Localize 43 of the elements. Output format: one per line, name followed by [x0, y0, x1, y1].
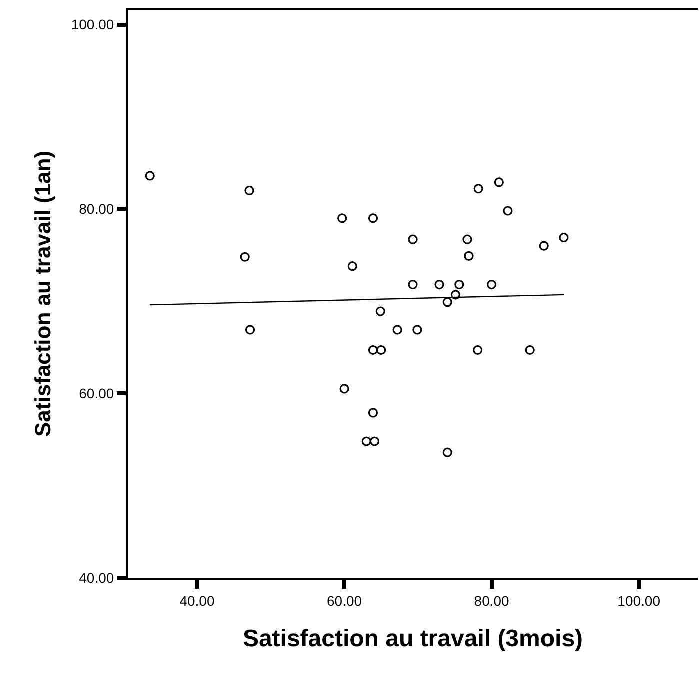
point — [454, 280, 464, 290]
point — [487, 280, 497, 290]
point — [240, 252, 250, 262]
point — [340, 384, 350, 394]
point — [408, 280, 418, 290]
point — [525, 345, 535, 356]
point — [559, 232, 569, 243]
point — [368, 345, 378, 356]
point — [376, 345, 386, 356]
y-tick-label: 60.00 — [79, 385, 114, 402]
point — [464, 251, 474, 261]
point — [474, 184, 484, 194]
point — [145, 171, 155, 181]
point — [338, 214, 348, 224]
point — [244, 186, 254, 196]
point — [434, 280, 444, 290]
x-tick-label: 100.00 — [618, 592, 661, 609]
y-axis-title: Satisfaction au travail (1an) — [30, 150, 56, 438]
point — [539, 241, 549, 251]
x-tick-label: 80.00 — [474, 592, 510, 609]
point — [392, 325, 402, 335]
x-axis-title: Satisfaction au travail (3mois) — [242, 626, 584, 653]
point — [462, 234, 472, 244]
point — [370, 436, 380, 446]
point — [245, 325, 256, 335]
point — [368, 408, 378, 418]
point — [348, 262, 358, 272]
y-tick-label: 40.00 — [79, 570, 114, 586]
point — [362, 436, 372, 446]
point — [368, 214, 378, 224]
point — [442, 298, 452, 308]
y-tick-label: 100.00 — [71, 16, 114, 33]
point — [376, 306, 386, 316]
point — [408, 234, 418, 244]
x-tick-label: 60.00 — [326, 592, 362, 609]
point — [412, 325, 422, 335]
point — [494, 178, 504, 188]
x-tick-label: 40.00 — [180, 592, 215, 609]
point — [473, 345, 483, 356]
point — [503, 206, 513, 216]
point — [442, 448, 452, 458]
y-tick-label: 80.00 — [79, 201, 114, 218]
point — [450, 290, 461, 300]
